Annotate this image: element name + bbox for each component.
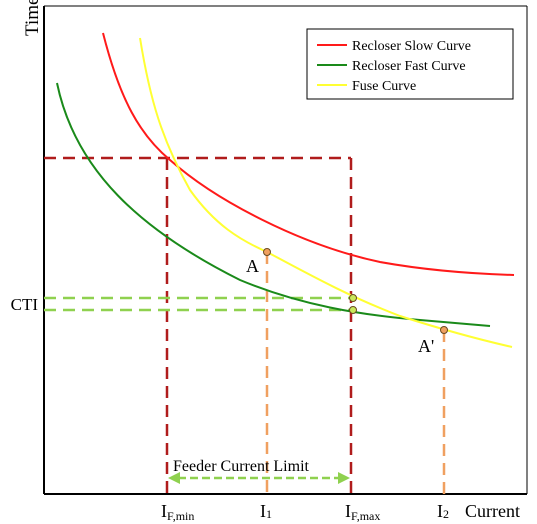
feeder-limit-left-arrowhead bbox=[168, 472, 180, 484]
tick-if-min-sub: F,min bbox=[167, 509, 194, 523]
feeder-limit-guides bbox=[44, 156, 353, 494]
x-tick-labels: IF,min I1 IF,max I2 bbox=[161, 501, 449, 523]
feeder-limit-label: Feeder Current Limit bbox=[173, 458, 310, 475]
recloser-fast-curve bbox=[56, 82, 491, 327]
point-a-label: A bbox=[246, 256, 259, 276]
cti-guides bbox=[44, 296, 353, 312]
fuse-cti-marker bbox=[349, 294, 357, 302]
legend-label-fast: Recloser Fast Curve bbox=[352, 59, 466, 74]
tick-if-min-main: I bbox=[161, 501, 167, 521]
recloser-slow-curve bbox=[102, 32, 515, 276]
legend: Recloser Slow Curve Recloser Fast Curve … bbox=[306, 28, 514, 100]
tick-i2-sub: 2 bbox=[443, 507, 449, 521]
fast-cti-marker bbox=[349, 306, 357, 314]
legend-item-slow: Recloser Slow Curve bbox=[317, 39, 471, 54]
point-labels: A A' bbox=[246, 256, 434, 356]
tick-if-max: IF,max bbox=[345, 501, 380, 523]
points bbox=[263, 248, 448, 334]
legend-item-fuse: Fuse Curve bbox=[317, 79, 416, 94]
tick-if-max-sub: F,max bbox=[351, 509, 380, 523]
cti-label: CTI bbox=[11, 295, 39, 314]
tick-if-max-main: I bbox=[345, 501, 351, 521]
tick-if-min: IF,min bbox=[161, 501, 194, 523]
axes-frame bbox=[43, 5, 528, 495]
legend-label-slow: Recloser Slow Curve bbox=[352, 39, 471, 54]
current-guides bbox=[265, 252, 446, 494]
x-axis-label: Current bbox=[465, 501, 520, 521]
legend-label-fuse: Fuse Curve bbox=[352, 79, 416, 94]
tick-i1: I1 bbox=[260, 501, 272, 521]
point-a-prime-label: A' bbox=[418, 336, 434, 356]
point-a-prime-marker bbox=[440, 326, 448, 334]
tick-i2: I2 bbox=[437, 501, 449, 521]
tick-i1-sub: 1 bbox=[266, 507, 272, 521]
feeder-limit-arrow bbox=[168, 472, 350, 484]
legend-item-fast: Recloser Fast Curve bbox=[317, 59, 466, 74]
tick-i1-main: I bbox=[260, 501, 266, 521]
point-a-marker bbox=[263, 248, 271, 256]
feeder-limit-right-arrowhead bbox=[338, 472, 350, 484]
tick-i2-main: I bbox=[437, 501, 443, 521]
y-axis-label: Time bbox=[22, 0, 43, 36]
